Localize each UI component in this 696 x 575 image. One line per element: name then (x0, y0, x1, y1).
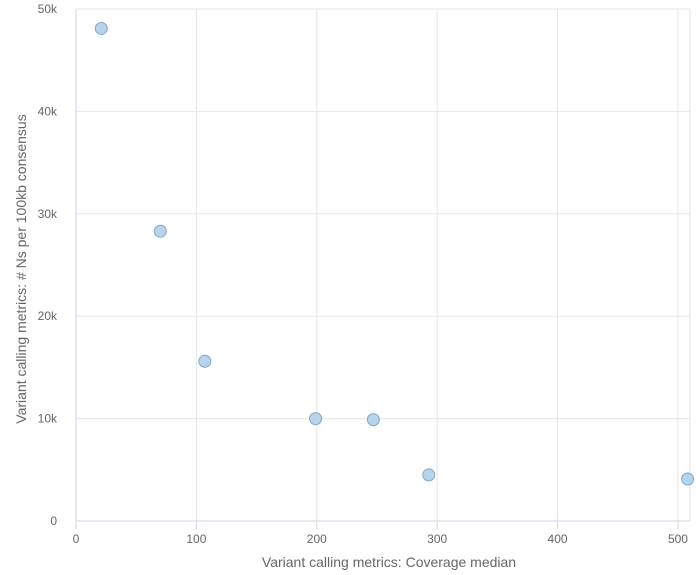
x-tick-label: 500 (668, 532, 688, 546)
plot-frame (75, 9, 691, 529)
y-tick-label: 50k (38, 2, 58, 16)
data-point (198, 354, 212, 368)
x-tick-label: 200 (307, 532, 327, 546)
y-tick-label: 30k (38, 207, 58, 221)
data-point (366, 413, 380, 427)
data-point (153, 224, 167, 238)
x-tick-labels: 0 100 200 300 400 500 (73, 532, 689, 546)
data-point (681, 472, 695, 486)
data-point (309, 412, 323, 426)
y-tick-label: 10k (38, 412, 58, 426)
x-tick-label: 300 (427, 532, 447, 546)
x-tick-label: 0 (73, 532, 80, 546)
data-points (94, 21, 695, 486)
y-axis-title: Variant calling metrics: # Ns per 100kb … (13, 114, 29, 423)
data-point (94, 21, 108, 35)
x-tick-label: 400 (548, 532, 568, 546)
data-point (422, 468, 436, 482)
y-tick-label: 40k (38, 104, 58, 118)
x-tick-label: 100 (186, 532, 206, 546)
y-tick-label: 0 (50, 514, 57, 528)
y-tick-label: 20k (38, 309, 58, 323)
y-tick-labels: 0 10k 20k 30k 40k 50k (38, 2, 58, 528)
grid-lines (76, 8, 690, 521)
x-axis-title: Variant calling metrics: Coverage median (262, 554, 516, 570)
